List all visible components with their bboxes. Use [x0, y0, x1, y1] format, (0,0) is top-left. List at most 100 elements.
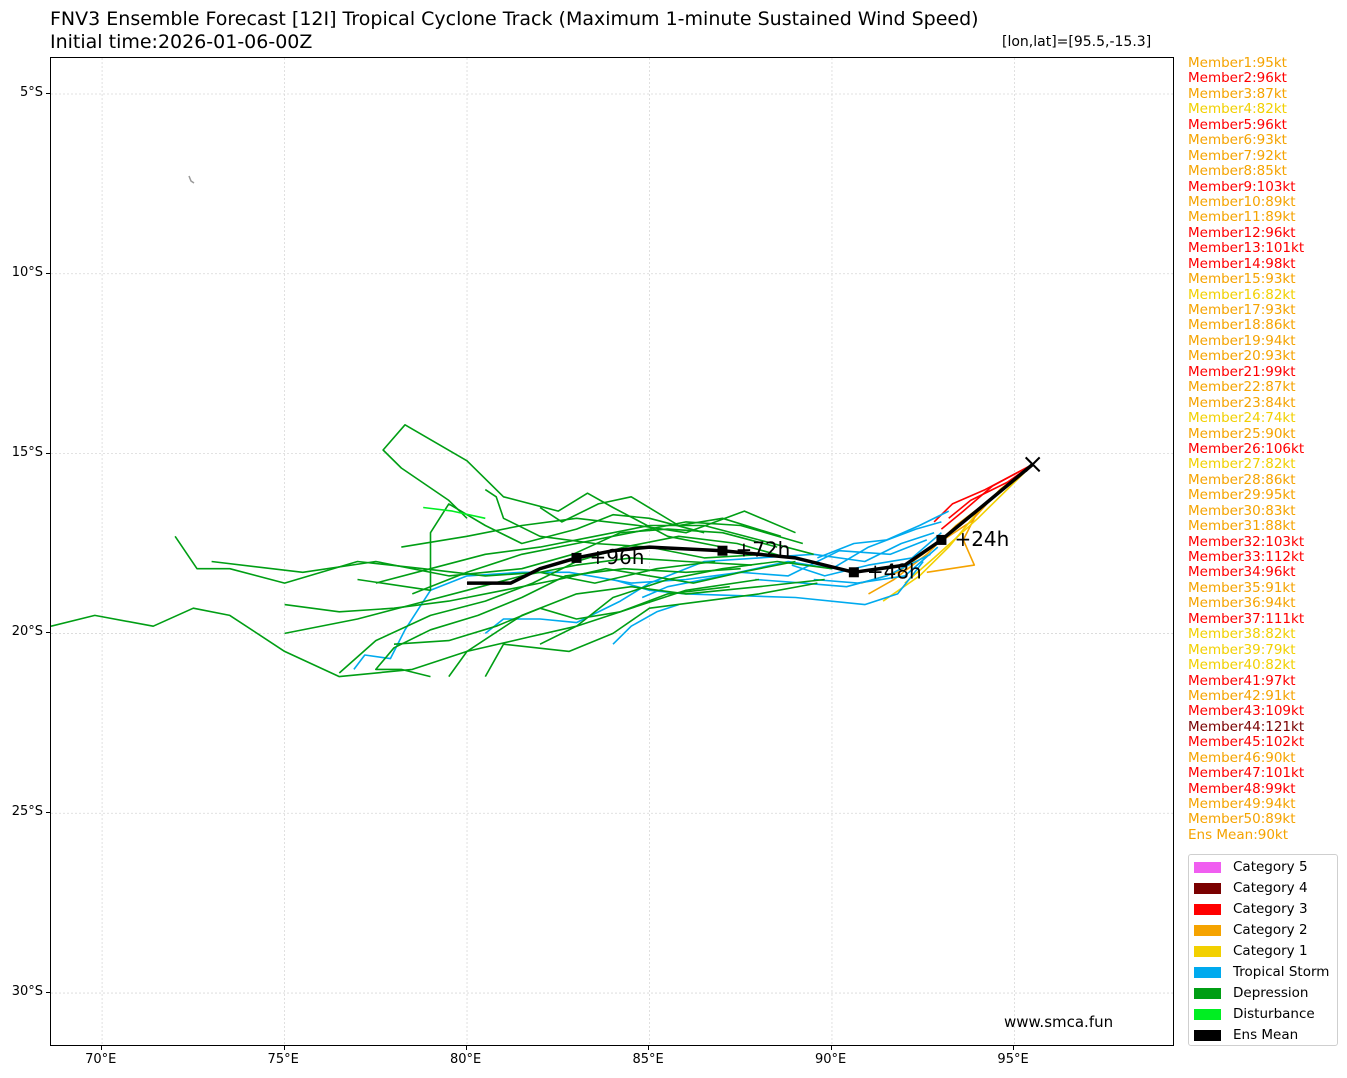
mean-marker-label: +96h — [590, 545, 645, 569]
y-tick-mark — [46, 452, 50, 454]
legend-label: Tropical Storm — [1233, 964, 1330, 980]
x-tick-label: 75°E — [267, 1052, 299, 1067]
member-track — [791, 532, 942, 577]
legend-item: Disturbance — [1194, 1005, 1315, 1023]
member-track — [813, 546, 939, 584]
legend-item: Category 4 — [1194, 879, 1308, 897]
member-track — [904, 463, 1034, 584]
legend-item: Tropical Storm — [1194, 963, 1329, 981]
member-intensity-entry: Member44:121kt — [1188, 718, 1305, 735]
legend-swatch — [1194, 882, 1221, 894]
member-intensity-entry: Member48:99kt — [1188, 780, 1296, 797]
y-tick-label: 15°S — [11, 444, 43, 460]
x-tick-mark — [283, 1046, 285, 1050]
member-intensity-entry: Member18:86kt — [1188, 317, 1296, 334]
member-track — [174, 535, 716, 584]
y-tick-label: 5°S — [19, 84, 43, 100]
member-intensity-entry: Member4:82kt — [1188, 101, 1287, 118]
member-track — [612, 561, 924, 606]
track-map: +24h +48h +72h +96h — [51, 58, 1173, 1045]
member-intensity-entry: Member28:86kt — [1188, 471, 1296, 488]
member-intensity-entry: Member34:96kt — [1188, 564, 1296, 581]
member-intensity-entry: Member30:83kt — [1188, 502, 1296, 519]
y-tick-label: 25°S — [11, 804, 43, 820]
legend-swatch — [1194, 1008, 1221, 1020]
member-intensity-entry: Member7:92kt — [1188, 147, 1287, 164]
member-track — [412, 521, 804, 595]
member-intensity-entry: Member43:109kt — [1188, 703, 1305, 720]
island-outline — [188, 175, 195, 184]
x-tick-mark — [830, 1046, 832, 1050]
member-intensity-entry: Member9:103kt — [1188, 178, 1296, 195]
y-tick-mark — [46, 992, 50, 994]
mean-marker — [848, 567, 859, 578]
member-intensity-entry: Member31:88kt — [1188, 518, 1296, 535]
initial-position-marker — [1024, 456, 1041, 473]
mean-marker — [717, 545, 728, 556]
y-tick-mark — [46, 272, 50, 274]
legend-swatch — [1194, 987, 1221, 999]
member-intensity-entry: Member29:95kt — [1188, 487, 1296, 504]
mean-marker — [571, 552, 582, 563]
member-intensity-entry: Member47:101kt — [1188, 765, 1305, 782]
y-tick-label: 30°S — [11, 984, 43, 1000]
member-intensity-entry: Member26:106kt — [1188, 440, 1305, 457]
member-intensity-entry: Member2:96kt — [1188, 70, 1287, 87]
y-tick-mark — [46, 812, 50, 814]
member-track — [51, 578, 760, 678]
member-track — [423, 506, 486, 520]
member-intensity-entry: Member32:103kt — [1188, 533, 1305, 550]
y-tick-label: 20°S — [11, 624, 43, 640]
website-watermark: www.smca.fun — [1004, 1013, 1114, 1031]
legend-label: Category 2 — [1233, 922, 1308, 938]
member-track — [401, 510, 796, 548]
member-intensity-entry: Member42:91kt — [1188, 687, 1296, 704]
member-intensity-entry: Member38:82kt — [1188, 626, 1296, 643]
member-intensity-entry: Member40:82kt — [1188, 657, 1296, 674]
legend-item: Category 3 — [1194, 900, 1308, 918]
mean-marker-label: +48h — [867, 559, 922, 583]
member-track — [357, 503, 705, 592]
mean-marker — [936, 534, 947, 545]
legend-label: Category 1 — [1233, 943, 1308, 959]
member-intensity-entry: Member10:89kt — [1188, 193, 1296, 210]
member-intensity-entry: Member3:87kt — [1188, 85, 1287, 102]
member-intensity-entry: Member20:93kt — [1188, 348, 1296, 365]
member-intensity-entry: Member50:89kt — [1188, 811, 1296, 828]
member-intensity-entry: Member14:98kt — [1188, 255, 1296, 272]
member-track — [353, 539, 928, 670]
legend-swatch — [1194, 924, 1221, 936]
legend-label: Depression — [1233, 985, 1309, 1001]
x-tick-mark — [101, 1046, 103, 1050]
x-tick-label: 85°E — [632, 1052, 664, 1067]
member-intensity-entry: Member35:91kt — [1188, 579, 1296, 596]
member-intensity-list: Member1:95kt Member2:96kt Member3:87kt Memb… — [1188, 55, 1305, 843]
member-intensity-entry: Member11:89kt — [1188, 209, 1296, 226]
member-intensity-entry: Member13:101kt — [1188, 240, 1305, 257]
member-track — [484, 488, 767, 559]
member-intensity-entry: Member6:93kt — [1188, 132, 1287, 149]
member-intensity-entry: Member5:96kt — [1188, 116, 1287, 133]
member-intensity-entry: Member45:102kt — [1188, 734, 1305, 751]
member-intensity-entry: Member37:111kt — [1188, 610, 1305, 627]
legend-label: Ens Mean — [1233, 1027, 1299, 1043]
member-intensity-entry: Ens Mean:90kt — [1188, 826, 1289, 843]
legend-swatch — [1194, 966, 1221, 978]
legend-swatch — [1194, 945, 1221, 957]
member-track — [948, 463, 1034, 519]
mean-marker-label: +24h — [954, 527, 1009, 551]
member-intensity-entry: Member21:99kt — [1188, 363, 1296, 380]
y-tick-label: 10°S — [11, 264, 43, 280]
legend-item: Category 1 — [1194, 942, 1308, 960]
coordinate-readout: [lon,lat]=[95.5,-15.3] — [1002, 34, 1152, 50]
legend-item: Ens Mean — [1194, 1026, 1298, 1044]
member-intensity-entry: Member24:74kt — [1188, 410, 1296, 427]
member-intensity-entry: Member17:93kt — [1188, 302, 1296, 318]
map-plot-area[interactable]: +24h +48h +72h +96h — [50, 57, 1174, 1046]
member-intensity-entry: Member1:95kt — [1188, 55, 1287, 71]
member-intensity-entry: Member19:94kt — [1188, 332, 1296, 349]
member-intensity-entry: Member15:93kt — [1188, 271, 1296, 288]
legend-label: Disturbance — [1233, 1006, 1315, 1022]
member-track — [612, 603, 679, 645]
y-tick-mark — [46, 632, 50, 634]
